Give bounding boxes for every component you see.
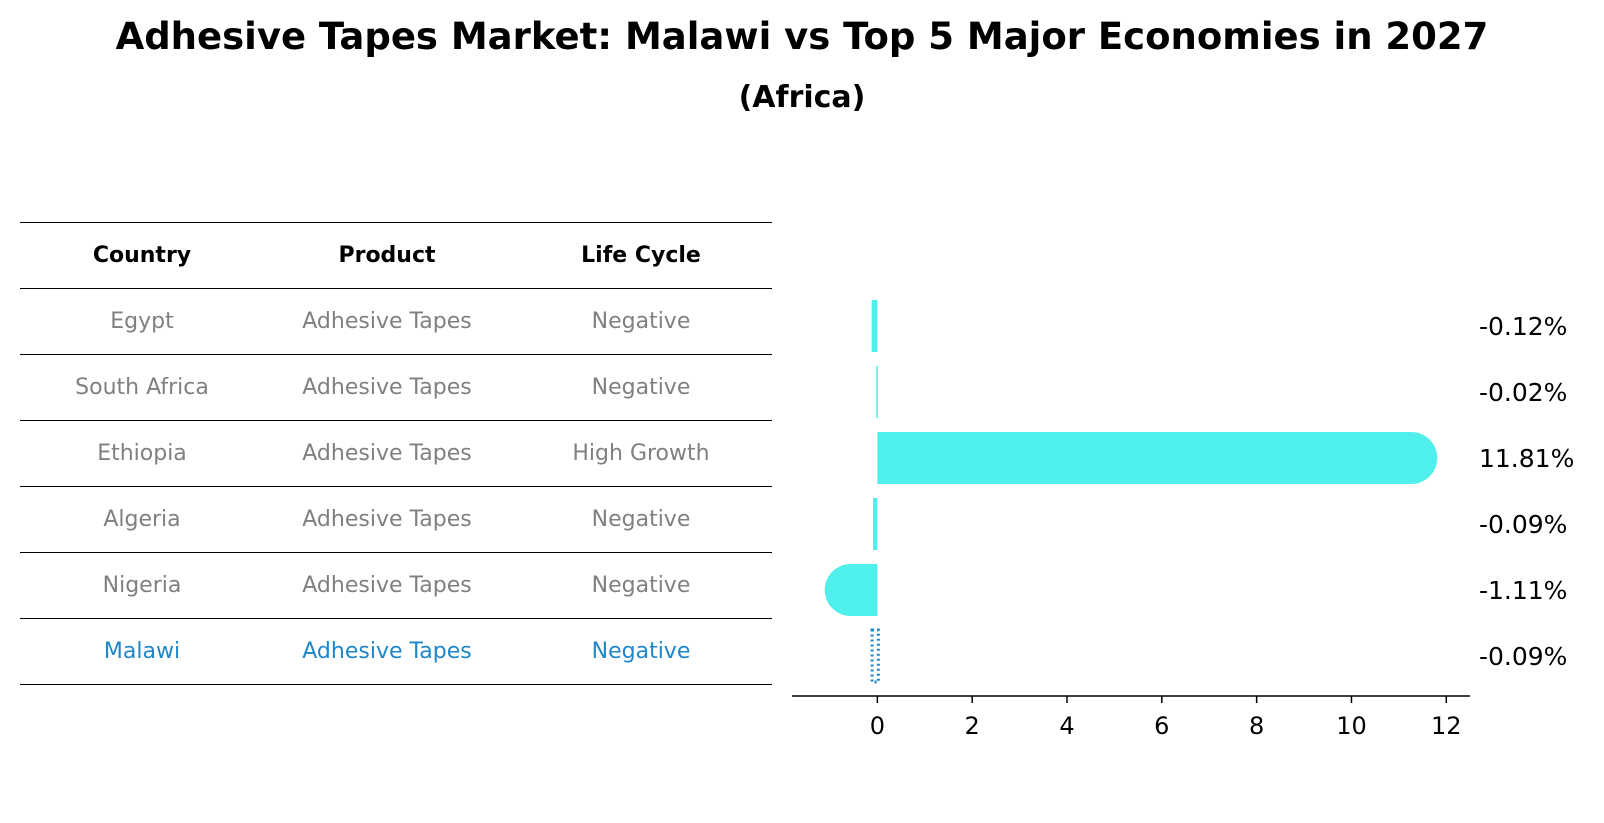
cell-product: Adhesive Tapes: [264, 288, 510, 355]
bar-egypt: [871, 300, 878, 352]
x-tick-label: 8: [1249, 712, 1264, 740]
cell-life-cycle: High Growth: [510, 420, 772, 487]
cell-country: Algeria: [20, 486, 264, 553]
bar-nigeria: [824, 564, 878, 616]
comparison-table: Country Product Life Cycle Egypt Adhesiv…: [20, 222, 772, 685]
header-country: Country: [20, 222, 264, 289]
cell-life-cycle: Negative: [510, 618, 772, 685]
value-label: -0.09%: [1479, 510, 1567, 539]
cell-country: Nigeria: [20, 552, 264, 619]
table-row: Ethiopia Adhesive Tapes High Growth: [20, 420, 772, 487]
x-tick-label: 10: [1336, 712, 1367, 740]
table-row-highlight: Malawi Adhesive Tapes Negative: [20, 618, 772, 685]
cell-product: Adhesive Tapes: [264, 354, 510, 421]
bar-malawi: [870, 628, 880, 684]
cell-country: Malawi: [20, 618, 264, 685]
header-product: Product: [264, 222, 510, 289]
header-life-cycle: Life Cycle: [510, 222, 772, 289]
cell-life-cycle: Negative: [510, 288, 772, 355]
cell-product: Adhesive Tapes: [264, 486, 510, 553]
value-label: 11.81%: [1479, 444, 1574, 473]
bar-south-africa: [876, 366, 878, 418]
value-label: -0.02%: [1479, 378, 1567, 407]
x-tick-label: 2: [965, 712, 980, 740]
x-tick-label: 4: [1059, 712, 1074, 740]
value-label: -0.12%: [1479, 312, 1567, 341]
value-label: -0.09%: [1479, 642, 1567, 671]
bar-algeria: [873, 498, 878, 550]
x-tick-label: 0: [870, 712, 885, 740]
cell-life-cycle: Negative: [510, 486, 772, 553]
cell-country: Egypt: [20, 288, 264, 355]
chart-title: Adhesive Tapes Market: Malawi vs Top 5 M…: [115, 15, 1489, 58]
chart-subtitle: (Africa): [738, 80, 866, 115]
value-label: -1.11%: [1479, 576, 1567, 605]
cell-life-cycle: Negative: [510, 354, 772, 421]
x-tick-label: 6: [1154, 712, 1169, 740]
table-header-row: Country Product Life Cycle: [20, 222, 772, 289]
cell-country: Ethiopia: [20, 420, 264, 487]
table-row: South Africa Adhesive Tapes Negative: [20, 354, 772, 421]
bar-ethiopia: [877, 432, 1438, 484]
cell-life-cycle: Negative: [510, 552, 772, 619]
table-row: Nigeria Adhesive Tapes Negative: [20, 552, 772, 619]
cell-product: Adhesive Tapes: [264, 420, 510, 487]
cell-country: South Africa: [20, 354, 264, 421]
cell-product: Adhesive Tapes: [264, 618, 510, 685]
cell-product: Adhesive Tapes: [264, 552, 510, 619]
table-row: Egypt Adhesive Tapes Negative: [20, 288, 772, 355]
x-tick-label: 12: [1431, 712, 1462, 740]
table-row: Algeria Adhesive Tapes Negative: [20, 486, 772, 553]
